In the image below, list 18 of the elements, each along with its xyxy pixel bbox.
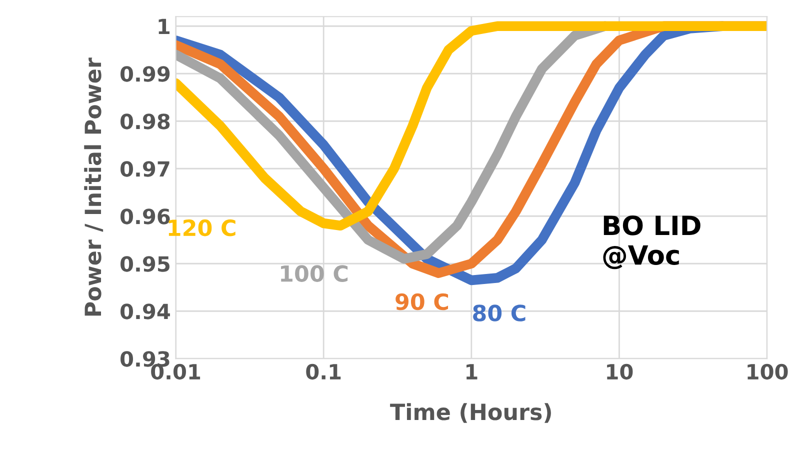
x-tick-label: 0.1 <box>306 364 341 380</box>
annotation: BO LID @Voc <box>603 215 700 270</box>
y-tick-label: 0.96 <box>120 208 170 224</box>
y-tick-label: 1 <box>158 18 170 34</box>
y-tick-label: 0.99 <box>120 66 170 82</box>
y-tick-label: 0.97 <box>120 161 170 177</box>
text: 120 C <box>168 219 236 236</box>
x-axis-title: Time (Hours) <box>390 403 551 423</box>
x-tick-label: 100 <box>748 364 788 380</box>
x-tick-label: 10 <box>607 364 633 380</box>
series-label: 100 C <box>281 265 348 282</box>
y-tick-label: 0.98 <box>120 114 170 130</box>
series-label: 80 C <box>473 304 526 322</box>
x-tick-label: 1 <box>466 364 478 380</box>
y-axis-title: Power / Initial Power <box>84 58 104 316</box>
y-tick-label: 0.95 <box>120 256 170 272</box>
y-tick-label: 0.94 <box>120 304 170 320</box>
series-label: 90 C <box>396 293 448 310</box>
